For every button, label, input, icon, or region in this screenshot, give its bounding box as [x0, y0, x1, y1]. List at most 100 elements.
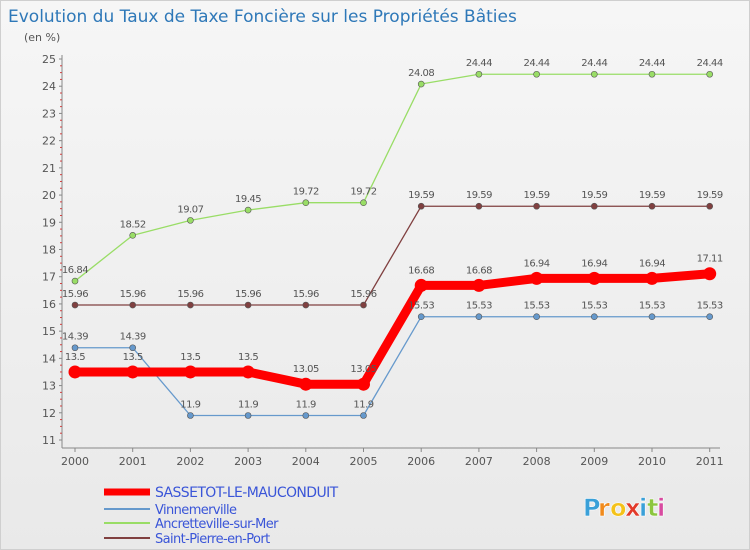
x-tick-label: 2011: [696, 455, 724, 468]
data-point: [244, 412, 252, 419]
data-point: [706, 202, 714, 210]
data-labels: 13.5 13.5 13.5 13.5 13.05 13.05 16.68 16.68 16.9…: [62, 58, 723, 410]
data-label: 17.11: [697, 254, 723, 265]
chart-title: Evolution du Taux de Taxe Foncière sur l…: [8, 7, 517, 27]
data-label: 11.9: [238, 400, 258, 411]
data-point: [472, 278, 486, 292]
data-label: 13.5: [65, 352, 85, 363]
data-label: 15.53: [639, 301, 665, 312]
data-point: [183, 365, 197, 379]
data-point: [129, 232, 136, 239]
data-point: [587, 271, 601, 285]
data-point: [244, 301, 252, 309]
data-point: [706, 70, 714, 78]
logo-letter: x: [625, 494, 641, 522]
data-point: [414, 278, 428, 292]
data-label: 19.59: [581, 190, 607, 201]
data-label: 16.68: [408, 265, 434, 276]
data-point: [530, 271, 544, 285]
data-point: [71, 344, 79, 352]
data-label: 15.96: [235, 289, 261, 300]
data-label: 24.44: [581, 58, 607, 69]
data-label: 16.68: [466, 265, 492, 276]
data-point: [417, 202, 425, 210]
data-label: 19.72: [350, 187, 376, 198]
legend-label: Saint-Pierre-en-Port: [155, 532, 270, 547]
proxiti-logo: Pr oxi ti: [583, 494, 666, 523]
data-label: 15.53: [408, 301, 434, 312]
data-point: [302, 412, 310, 419]
logo-letter: i: [657, 494, 665, 522]
logo-letter: o: [610, 494, 627, 522]
series-line: [74, 73, 711, 282]
logo-letter: t: [647, 494, 658, 522]
data-label: 15.53: [524, 301, 550, 312]
data-point: [71, 301, 79, 309]
data-point: [706, 313, 714, 321]
data-point: [475, 313, 483, 321]
data-point: [357, 377, 370, 391]
data-point: [129, 344, 136, 352]
data-point: [648, 202, 656, 210]
data-point: [533, 70, 540, 78]
data-point: [68, 365, 82, 379]
data-label: 15.96: [350, 289, 376, 300]
y-tick-label: 14: [42, 352, 56, 365]
data-point: [703, 267, 717, 281]
legend-label: Ancretteville-sur-Mer: [155, 517, 279, 532]
data-label: 16.94: [581, 258, 607, 269]
data-label: 19.59: [697, 190, 723, 201]
chart-subtitle: (en %): [24, 31, 60, 44]
data-point: [645, 271, 659, 285]
data-point: [360, 412, 367, 419]
x-tick-label: 2009: [580, 455, 608, 468]
data-label: 19.59: [639, 190, 665, 201]
data-label: 19.07: [177, 204, 203, 215]
data-point: [360, 199, 367, 206]
data-label: 15.53: [581, 301, 607, 312]
data-label: 24.44: [697, 58, 723, 69]
data-label: 11.9: [296, 400, 316, 411]
data-label: 15.53: [697, 301, 723, 312]
y-tick-label: 25: [42, 53, 56, 66]
data-point: [187, 301, 194, 309]
data-point: [126, 365, 140, 379]
data-label: 14.39: [120, 332, 146, 343]
y-tick-label: 18: [42, 244, 56, 257]
data-point: [648, 70, 656, 78]
data-label: 14.39: [62, 332, 88, 343]
data-label: 13.5: [238, 352, 258, 363]
data-label: 18.52: [120, 219, 146, 230]
legend-label: SASSETOT-LE-MAUCONDUIT: [155, 485, 339, 501]
data-label: 15.96: [293, 289, 319, 300]
y-tick-label: 23: [42, 107, 56, 120]
y-tick-label: 17: [42, 271, 56, 284]
x-tick-label: 2010: [638, 455, 666, 468]
y-tick-label: 11: [42, 434, 56, 447]
data-label: 11.9: [180, 400, 200, 411]
y-tick-label: 21: [42, 162, 56, 175]
data-point: [302, 199, 310, 206]
logo-letter: P: [583, 494, 601, 522]
y-tick-label: 22: [42, 135, 56, 148]
legend-label: Vinnemerville: [155, 503, 237, 518]
data-label: 13.05: [350, 364, 376, 375]
axes: 11 12 13 14 15 16 17 18 19 20 21 22 23 24 25 2000 2001 20…: [42, 53, 724, 468]
series-line: [70, 269, 715, 389]
series-line: [74, 316, 711, 417]
data-point: [533, 202, 540, 210]
data-point: [187, 412, 194, 419]
data-label: 16.94: [524, 258, 550, 269]
data-label: 19.59: [466, 190, 492, 201]
data-point: [590, 70, 598, 78]
data-label: 15.53: [466, 301, 492, 312]
data-label: 19.59: [524, 190, 550, 201]
y-tick-label: 13: [42, 380, 56, 393]
data-point: [475, 202, 483, 210]
legend: SASSETOT-LE-MAUCONDUIT VinnemervilleAncre…: [104, 485, 339, 547]
data-point: [590, 313, 598, 321]
y-tick-label: 16: [42, 298, 56, 311]
data-label: 15.96: [62, 289, 88, 300]
x-tick-label: 2006: [407, 455, 435, 468]
